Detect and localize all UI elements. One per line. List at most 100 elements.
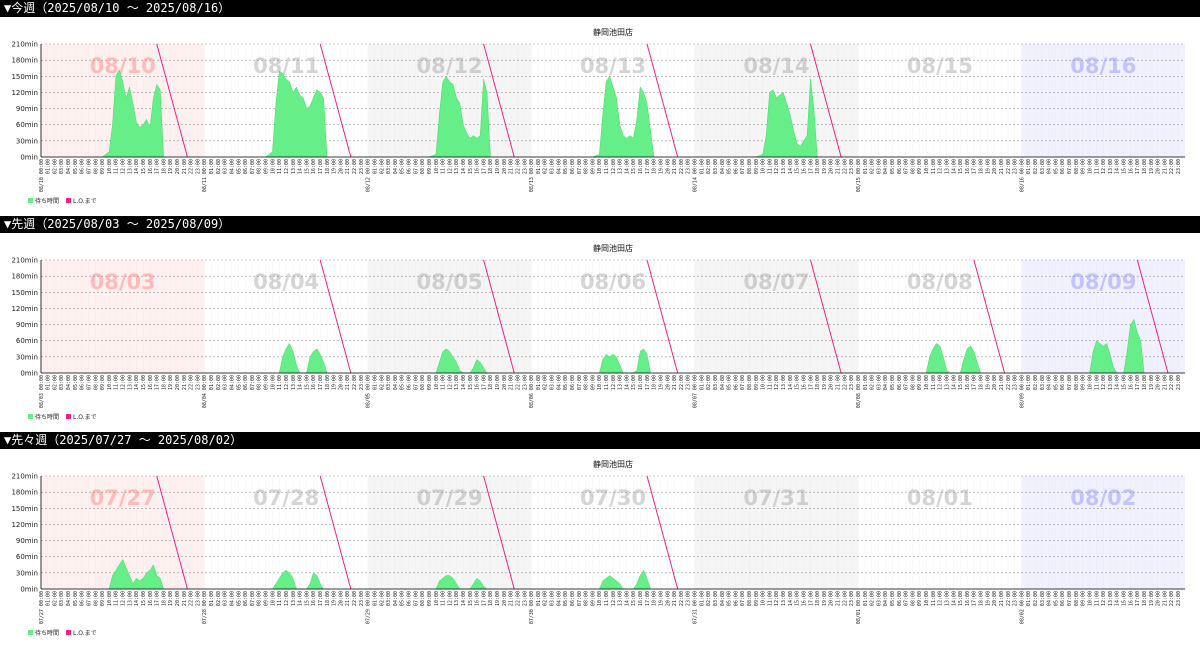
x-tick-label: 23:00 xyxy=(195,159,201,174)
x-tick-label: 03:00 xyxy=(59,159,65,174)
x-tick-label: 16:00 xyxy=(638,375,644,390)
x-tick-label: 05:00 xyxy=(1053,159,1059,174)
x-tick-label: 03:00 xyxy=(713,159,719,174)
x-tick-label: 08/07 00:00 xyxy=(693,375,699,408)
x-tick-label: 17:00 xyxy=(645,159,651,174)
x-tick-label: 03:00 xyxy=(386,591,392,606)
wait-time-chart: 静岡池田店 0min 30min 60min 90min 120min 150min 180m… xyxy=(11,27,1185,205)
x-tick-label: 07:00 xyxy=(250,375,256,390)
x-tick-label: 06:00 xyxy=(733,591,739,606)
x-tick-label: 10:00 xyxy=(1087,591,1093,606)
x-tick-label: 09:00 xyxy=(917,591,923,606)
x-tick-label: 01:00 xyxy=(372,591,378,606)
x-tick-label: 06:00 xyxy=(243,159,249,174)
x-tick-label: 18:00 xyxy=(325,375,331,390)
x-tick-label: 08:00 xyxy=(257,375,263,390)
x-tick-label: 15:00 xyxy=(304,375,310,390)
x-tick-label: 18:00 xyxy=(488,375,494,390)
x-tick-label: 08:00 xyxy=(1074,375,1080,390)
x-tick-label: 04:00 xyxy=(556,591,562,606)
x-tick-label: 19:00 xyxy=(1149,375,1155,390)
day-label: 08/16 xyxy=(1070,54,1136,78)
x-tick-label: 13:00 xyxy=(1108,591,1114,606)
x-tick-label: 10:00 xyxy=(597,591,603,606)
x-tick-label: 11:00 xyxy=(114,159,120,174)
x-tick-label: 02:00 xyxy=(870,375,876,390)
chart-section-last-week: ▼先週（2025/08/03 ～ 2025/08/09） 静岡池田店 0min 30… xyxy=(0,216,1200,432)
x-tick-label: 08:00 xyxy=(420,375,426,390)
x-tick-label: 17:00 xyxy=(1135,591,1141,606)
x-tick-label: 19:00 xyxy=(985,159,991,174)
day-label: 08/13 xyxy=(580,54,646,78)
x-tick-label: 18:00 xyxy=(1142,375,1148,390)
x-tick-label: 12:00 xyxy=(938,375,944,390)
y-tick-label: 90min xyxy=(16,321,38,329)
x-tick-label: 06:00 xyxy=(570,375,576,390)
x-tick-label: 02:00 xyxy=(706,591,712,606)
x-tick-label: 08:00 xyxy=(910,159,916,174)
x-tick-label: 13:00 xyxy=(618,375,624,390)
x-tick-label: 03:00 xyxy=(223,591,229,606)
x-tick-label: 04:00 xyxy=(229,375,235,390)
x-tick-label: 15:00 xyxy=(468,159,474,174)
x-tick-label: 08/16 00:00 xyxy=(1019,159,1025,192)
x-tick-label: 23:00 xyxy=(849,375,855,390)
x-tick-label: 06:00 xyxy=(1060,375,1066,390)
x-tick-label: 09:00 xyxy=(264,159,270,174)
x-tick-label: 20:00 xyxy=(338,159,344,174)
lo-line xyxy=(646,475,679,590)
x-tick-label: 15:00 xyxy=(1122,591,1128,606)
x-tick-label: 12:00 xyxy=(774,591,780,606)
x-tick-label: 06:00 xyxy=(897,591,903,606)
x-tick-label: 19:00 xyxy=(658,159,664,174)
x-tick-label: 01:00 xyxy=(699,159,705,174)
x-tick-label: 06:00 xyxy=(1060,591,1066,606)
x-tick-label: 11:00 xyxy=(441,159,447,174)
x-tick-label: 08:00 xyxy=(584,159,590,174)
x-tick-label: 08/15 00:00 xyxy=(856,159,862,192)
x-tick-label: 15:00 xyxy=(304,591,310,606)
x-tick-label: 23:00 xyxy=(849,591,855,606)
x-tick-label: 22:00 xyxy=(842,375,848,390)
x-tick-label: 12:00 xyxy=(1101,159,1107,174)
x-tick-label: 05:00 xyxy=(236,159,242,174)
x-tick-label: 02:00 xyxy=(543,159,549,174)
x-tick-label: 05:00 xyxy=(236,375,242,390)
legend-label: L.O.まで xyxy=(73,198,97,205)
x-tick-label: 16:00 xyxy=(1128,159,1134,174)
day-label: 08/04 xyxy=(253,270,319,294)
x-tick-label: 14:00 xyxy=(788,591,794,606)
x-tick-label: 16:00 xyxy=(148,375,154,390)
day-label: 07/30 xyxy=(580,486,646,510)
x-tick-label: 19:00 xyxy=(332,159,338,174)
x-tick-label: 07:00 xyxy=(577,375,583,390)
x-tick-label: 07:00 xyxy=(740,375,746,390)
x-tick-label: 12:00 xyxy=(1101,375,1107,390)
x-tick-label: 11:00 xyxy=(441,591,447,606)
x-tick-label: 22:00 xyxy=(515,375,521,390)
x-tick-label: 02:00 xyxy=(543,375,549,390)
wait-time-area xyxy=(429,75,491,158)
x-tick-label: 02:00 xyxy=(52,375,58,390)
section-header: ▼先々週（2025/07/27 ～ 2025/08/02） xyxy=(0,432,1200,449)
x-tick-label: 05:00 xyxy=(400,159,406,174)
x-tick-label: 02:00 xyxy=(52,591,58,606)
x-tick-label: 12:00 xyxy=(938,159,944,174)
lo-line xyxy=(483,475,515,590)
lo-line xyxy=(809,259,842,374)
x-tick-label: 23:00 xyxy=(686,591,692,606)
x-tick-label: 20:00 xyxy=(338,591,344,606)
x-tick-label: 14:00 xyxy=(788,159,794,174)
y-tick-label: 60min xyxy=(16,121,38,129)
x-tick-label: 03:00 xyxy=(713,375,719,390)
x-tick-label: 20:00 xyxy=(175,591,181,606)
x-tick-label: 04:00 xyxy=(229,591,235,606)
chart-title: 静岡池田店 xyxy=(593,27,633,37)
x-tick-label: 19:00 xyxy=(658,375,664,390)
x-tick-label: 06:00 xyxy=(897,159,903,174)
x-tick-label: 11:00 xyxy=(277,375,283,390)
day-label: 08/01 xyxy=(907,486,973,510)
x-tick-label: 08/03 00:00 xyxy=(39,375,45,408)
x-tick-label: 04:00 xyxy=(1047,591,1053,606)
